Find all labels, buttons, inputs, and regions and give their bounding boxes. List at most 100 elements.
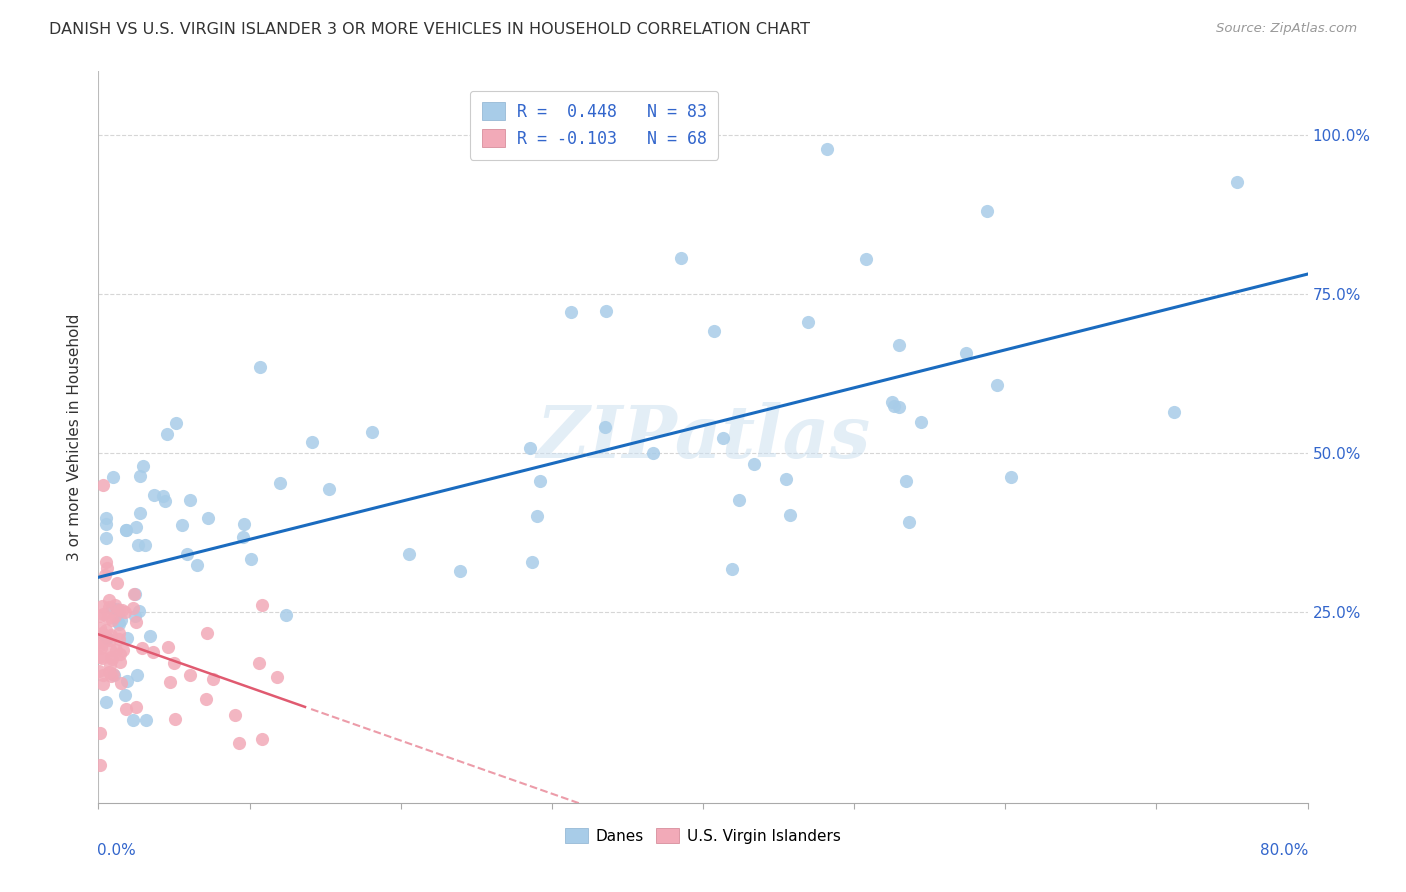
- Point: [100, 642, 122, 657]
- Point: [114, 605, 136, 619]
- Point: [560, 305, 582, 319]
- Text: Source: ZipAtlas.com: Source: ZipAtlas.com: [1216, 22, 1357, 36]
- Point: [107, 615, 129, 630]
- Point: [104, 599, 127, 613]
- Legend: Danes, U.S. Virgin Islanders: Danes, U.S. Virgin Islanders: [560, 822, 846, 850]
- Point: [882, 394, 904, 409]
- Point: [125, 615, 148, 629]
- Point: [94, 517, 117, 532]
- Point: [90, 651, 112, 665]
- Point: [269, 475, 291, 490]
- Point: [727, 493, 749, 508]
- Point: [519, 441, 541, 455]
- Point: [91, 668, 114, 682]
- Point: [889, 337, 911, 351]
- Point: [105, 601, 128, 615]
- Point: [112, 642, 135, 657]
- Point: [201, 672, 224, 686]
- Point: [239, 552, 262, 566]
- Point: [152, 489, 174, 503]
- Point: [108, 616, 131, 631]
- Point: [89, 621, 111, 635]
- Point: [361, 425, 384, 439]
- Point: [94, 531, 117, 545]
- Point: [894, 474, 917, 488]
- Point: [110, 613, 132, 627]
- Point: [711, 431, 734, 445]
- Point: [100, 658, 122, 673]
- Point: [96, 561, 118, 575]
- Point: [100, 650, 122, 665]
- Point: [97, 611, 120, 625]
- Point: [94, 511, 117, 525]
- Point: [96, 631, 118, 645]
- Point: [91, 599, 114, 613]
- Point: [115, 523, 138, 537]
- Point: [94, 623, 117, 637]
- Point: [897, 516, 920, 530]
- Point: [135, 713, 157, 727]
- Point: [779, 508, 801, 522]
- Point: [124, 520, 146, 534]
- Point: [172, 517, 194, 532]
- Point: [1226, 175, 1249, 189]
- Point: [94, 629, 117, 643]
- Point: [94, 555, 117, 569]
- Point: [318, 482, 340, 496]
- Text: DANISH VS U.S. VIRGIN ISLANDER 3 OR MORE VEHICLES IN HOUSEHOLD CORRELATION CHART: DANISH VS U.S. VIRGIN ISLANDER 3 OR MORE…: [49, 22, 810, 37]
- Point: [1163, 405, 1185, 419]
- Point: [91, 676, 114, 690]
- Point: [132, 458, 155, 473]
- Point: [156, 427, 179, 442]
- Point: [89, 665, 111, 679]
- Point: [742, 457, 765, 471]
- Point: [266, 669, 288, 683]
- Point: [176, 547, 198, 561]
- Point: [104, 609, 127, 624]
- Point: [131, 640, 153, 655]
- Point: [887, 400, 910, 414]
- Point: [955, 346, 977, 360]
- Point: [593, 419, 616, 434]
- Point: [520, 555, 543, 569]
- Point: [94, 567, 117, 582]
- Point: [104, 643, 127, 657]
- Point: [101, 470, 124, 484]
- Point: [274, 607, 297, 622]
- Point: [775, 472, 797, 486]
- Point: [186, 558, 208, 572]
- Point: [105, 575, 128, 590]
- Point: [595, 304, 617, 318]
- Point: [101, 613, 124, 627]
- Point: [89, 757, 111, 772]
- Point: [125, 700, 148, 714]
- Point: [139, 629, 162, 643]
- Point: [641, 446, 664, 460]
- Point: [142, 488, 165, 502]
- Point: [98, 593, 121, 607]
- Point: [526, 509, 548, 524]
- Point: [228, 736, 250, 750]
- Point: [883, 400, 905, 414]
- Point: [90, 640, 112, 655]
- Point: [108, 656, 131, 670]
- Point: [195, 626, 218, 640]
- Point: [165, 417, 187, 431]
- Point: [155, 493, 177, 508]
- Point: [115, 523, 138, 537]
- Point: [910, 415, 932, 429]
- Point: [90, 626, 112, 640]
- Point: [232, 530, 254, 544]
- Point: [91, 477, 114, 491]
- Point: [134, 538, 156, 552]
- Point: [669, 251, 692, 265]
- Text: 0.0%: 0.0%: [97, 843, 136, 858]
- Point: [129, 506, 152, 520]
- Text: 80.0%: 80.0%: [1260, 843, 1309, 858]
- Point: [721, 562, 744, 576]
- Point: [301, 434, 323, 449]
- Point: [111, 603, 134, 617]
- Point: [100, 669, 122, 683]
- Point: [976, 203, 998, 218]
- Point: [89, 609, 111, 624]
